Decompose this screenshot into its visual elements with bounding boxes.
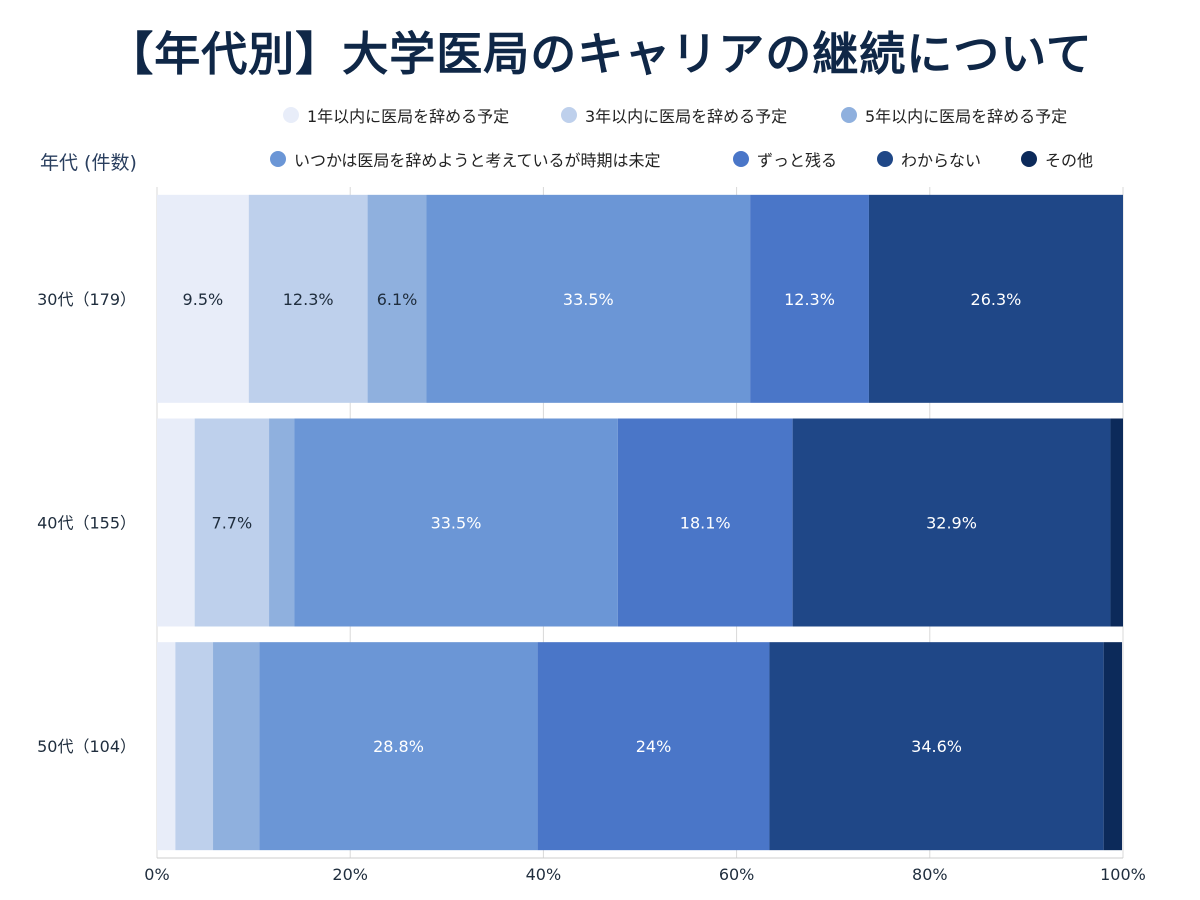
category-label: 40代（155） xyxy=(37,514,136,533)
x-tick-label: 80% xyxy=(912,865,948,884)
bar-segment xyxy=(1110,418,1123,627)
bar-segment xyxy=(269,418,295,627)
bar-segment xyxy=(194,418,270,627)
data-label: 32.9% xyxy=(926,514,977,533)
bar-segment xyxy=(157,418,195,627)
bar-segment xyxy=(294,418,618,627)
legend-item: わからない xyxy=(877,147,981,171)
x-tick-label: 60% xyxy=(719,865,755,884)
data-label: 33.5% xyxy=(563,290,614,309)
bar-segment xyxy=(157,194,249,403)
legend-label: わからない xyxy=(901,151,982,170)
data-label: 33.5% xyxy=(431,514,482,533)
data-label: 12.3% xyxy=(283,290,334,309)
legend-swatch xyxy=(270,151,286,167)
bar-segment xyxy=(426,194,751,403)
data-label: 12.3% xyxy=(784,290,835,309)
bar-segment xyxy=(248,194,368,403)
bar-segment xyxy=(175,642,214,851)
data-label: 9.5% xyxy=(183,290,224,309)
chart-title: 【年代別】大学医局のキャリアの継続について xyxy=(107,27,1093,81)
chart-legend: 1年以内に医局を辞める予定 3年以内に医局を辞める予定 5年以内に医局を辞める予定い… xyxy=(0,0,1200,180)
data-label: 6.1% xyxy=(377,290,418,309)
legend-label: いつかは医局を辞めようと考えているが時期は未定 xyxy=(294,151,661,170)
data-label: 18.1% xyxy=(680,514,731,533)
legend-swatch xyxy=(841,107,857,123)
bar-segment xyxy=(792,418,1111,627)
x-tick-label: 100% xyxy=(1100,865,1146,884)
legend-swatch xyxy=(1021,151,1037,167)
y-axis-title: 年代 (件数) xyxy=(40,152,137,174)
x-tick-label: 20% xyxy=(332,865,368,884)
legend-item: 3年以内に医局を辞める予定 xyxy=(561,103,787,127)
category-label: 50代（104） xyxy=(37,737,136,756)
data-label: 24% xyxy=(636,737,672,756)
legend-item: 5年以内に医局を辞める予定 xyxy=(841,103,1067,127)
legend-item: ずっと残る xyxy=(733,147,837,171)
bar-segment xyxy=(868,194,1123,403)
legend-swatch xyxy=(877,151,893,167)
bar-segment xyxy=(213,642,260,851)
bar-segment xyxy=(537,642,770,851)
bar-segment xyxy=(750,194,869,403)
legend-item: その他 xyxy=(1021,147,1093,171)
data-label: 7.7% xyxy=(212,514,253,533)
x-tick-label: 40% xyxy=(526,865,562,884)
legend-label: 1年以内に医局を辞める予定 xyxy=(307,107,510,126)
bar-segment xyxy=(1103,642,1123,851)
legend-swatch xyxy=(561,107,577,123)
legend-swatch xyxy=(283,107,299,123)
x-tick-label: 0% xyxy=(144,865,169,884)
legend-swatch xyxy=(733,151,749,167)
bar-segment xyxy=(157,642,176,851)
data-label: 34.6% xyxy=(911,737,962,756)
legend-item: いつかは医局を辞めようと考えているが時期は未定 xyxy=(270,147,661,171)
category-label: 30代（179） xyxy=(37,290,136,309)
data-label: 28.8% xyxy=(373,737,424,756)
bar-segment xyxy=(769,642,1104,851)
bar-segment xyxy=(617,418,793,627)
legend-label: ずっと残る xyxy=(757,151,838,170)
bar-segment xyxy=(367,194,427,403)
legend-label: その他 xyxy=(1045,151,1094,170)
legend-label: 3年以内に医局を辞める予定 xyxy=(585,107,788,126)
legend-label: 5年以内に医局を辞める予定 xyxy=(865,107,1068,126)
legend-item: 1年以内に医局を辞める予定 xyxy=(283,103,509,127)
bar-segment xyxy=(259,642,538,851)
data-label: 26.3% xyxy=(971,290,1022,309)
